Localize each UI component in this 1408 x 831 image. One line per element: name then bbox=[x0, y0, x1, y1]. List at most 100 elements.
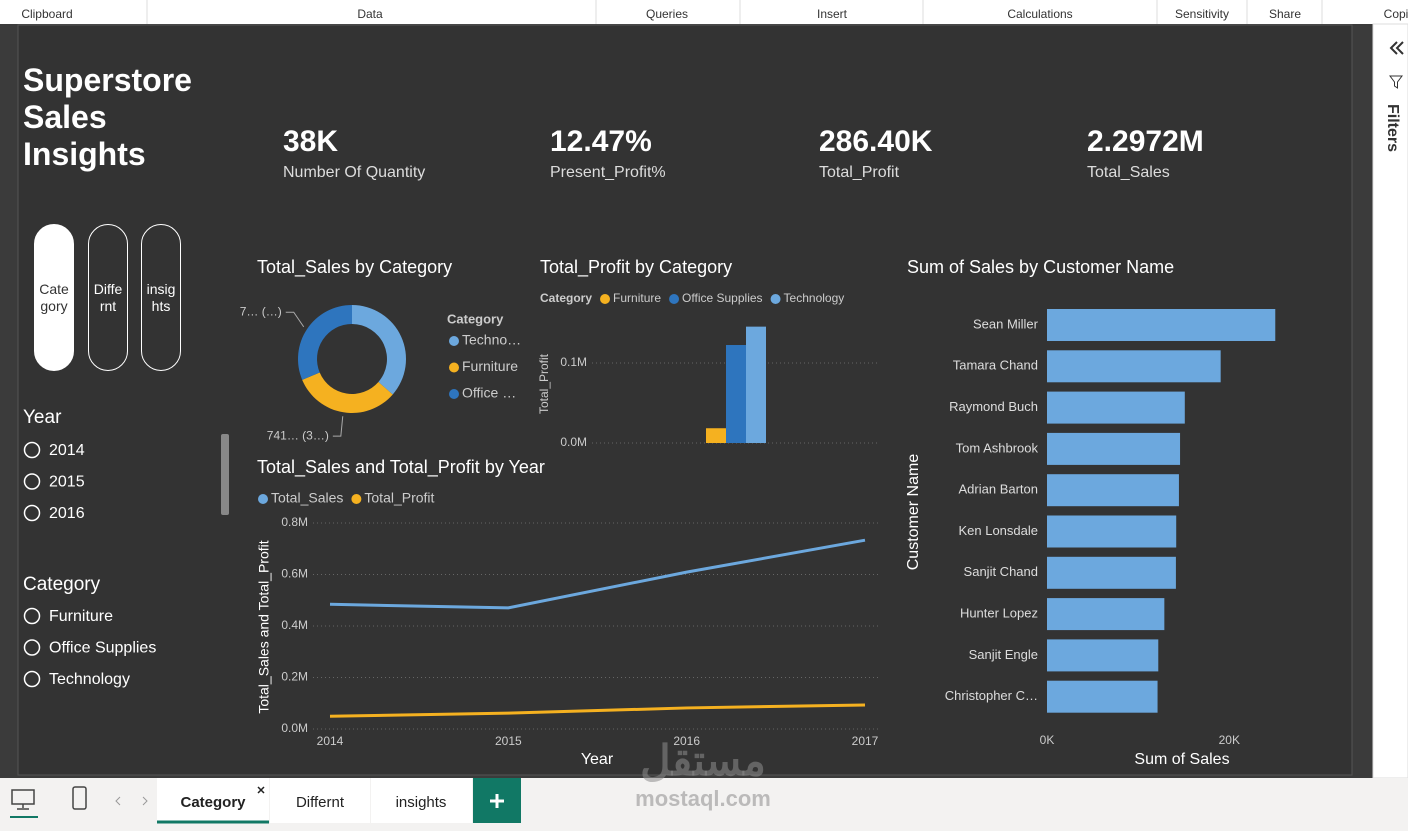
tab[interactable] bbox=[371, 778, 472, 823]
y-axis-title: Customer Name bbox=[905, 454, 922, 571]
slicer-radio[interactable] bbox=[23, 670, 41, 688]
ribbon-item[interactable]: Queries bbox=[646, 7, 688, 21]
bar[interactable] bbox=[1047, 515, 1177, 548]
donut-slice bbox=[298, 305, 352, 380]
slicer-radio[interactable] bbox=[23, 441, 41, 459]
page-tab-label[interactable]: Category bbox=[180, 794, 246, 811]
legend-label[interactable]: Total_Sales bbox=[271, 490, 343, 506]
slicer-item[interactable]: 2014 bbox=[49, 442, 85, 459]
phone-icon[interactable] bbox=[72, 786, 87, 810]
legend-label[interactable]: Techno… bbox=[462, 332, 521, 348]
chart-title: Total_Sales by Category bbox=[257, 257, 452, 278]
slicer-radio[interactable] bbox=[23, 504, 41, 522]
collapse-icon[interactable] bbox=[1389, 41, 1404, 55]
bar[interactable] bbox=[1047, 391, 1185, 424]
y-axis-title: Total_Sales and Total_Profit bbox=[256, 540, 272, 713]
donut-slice bbox=[302, 372, 393, 413]
leader-line bbox=[285, 311, 305, 328]
filters-label[interactable]: Filters bbox=[1384, 104, 1401, 152]
slicer-radio[interactable] bbox=[23, 607, 41, 625]
nav-button[interactable]: Differnt bbox=[88, 224, 128, 371]
slicer-item[interactable]: Office Supplies bbox=[49, 640, 156, 657]
tab[interactable] bbox=[270, 778, 370, 823]
data-label: 7… (…) bbox=[240, 304, 282, 318]
bar[interactable] bbox=[1047, 432, 1181, 465]
bar[interactable] bbox=[1047, 639, 1159, 672]
legend-label[interactable]: Furniture bbox=[462, 358, 518, 374]
legend-label[interactable]: Total_Profit bbox=[364, 490, 434, 506]
y-tick-label: 0.0M bbox=[560, 435, 587, 449]
bar[interactable] bbox=[1047, 350, 1221, 383]
nav-button[interactable]: Category bbox=[34, 224, 74, 371]
legend-label[interactable]: Office Supplies bbox=[682, 291, 763, 305]
slicer-item[interactable]: Furniture bbox=[49, 608, 113, 625]
y-tick-label: Ken Lonsdale bbox=[958, 523, 1038, 538]
chart-title: Sum of Sales by Customer Name bbox=[907, 257, 1174, 277]
slicer-radio[interactable] bbox=[23, 473, 41, 490]
x-tick-label: 2017 bbox=[852, 734, 879, 748]
legend-label[interactable]: Furniture bbox=[613, 291, 661, 305]
kpi-label: Total_Sales bbox=[1087, 164, 1170, 181]
donut-slice bbox=[352, 305, 406, 395]
line-series bbox=[329, 538, 866, 610]
nav-button[interactable]: insights bbox=[141, 224, 181, 371]
slicer-radio[interactable] bbox=[23, 639, 41, 656]
desktop-icon-stand bbox=[17, 804, 29, 810]
slicer-title: Category bbox=[23, 574, 101, 595]
y-axis-title: Total_Profit bbox=[537, 353, 551, 414]
ribbon-item[interactable]: Sensitivity bbox=[1175, 7, 1229, 21]
y-tick-label: Raymond Buch bbox=[949, 399, 1038, 414]
ribbon-item[interactable]: Share bbox=[1269, 7, 1301, 21]
y-tick-label: Christopher C… bbox=[945, 688, 1038, 703]
slicer-item[interactable]: 2016 bbox=[49, 505, 85, 522]
bar[interactable] bbox=[1047, 474, 1179, 507]
bar[interactable] bbox=[1047, 309, 1276, 341]
line-series bbox=[329, 703, 866, 718]
y-tick-label: Sanjit Chand bbox=[964, 564, 1038, 579]
bar[interactable] bbox=[1047, 556, 1176, 589]
y-tick-label: 0.8M bbox=[281, 515, 308, 529]
nav-arrows[interactable] bbox=[115, 796, 148, 806]
ribbon-item[interactable]: Calculations bbox=[1007, 7, 1072, 21]
plus-icon bbox=[490, 794, 504, 808]
legend-title: Category bbox=[540, 291, 592, 305]
bar[interactable] bbox=[1047, 680, 1158, 713]
y-tick-label: Adrian Barton bbox=[959, 482, 1039, 497]
slicer-item[interactable]: Technology bbox=[49, 671, 130, 688]
y-tick-label: 0.0M bbox=[281, 721, 308, 735]
legend-marker bbox=[669, 294, 680, 304]
legend-label[interactable]: Office … bbox=[462, 385, 516, 401]
legend-marker bbox=[770, 294, 781, 304]
kpi-value: 12.47% bbox=[550, 125, 652, 158]
legend-marker bbox=[449, 362, 459, 373]
x-tick-label: 20K bbox=[1219, 733, 1240, 747]
chart-title: Total_Profit by Category bbox=[540, 257, 732, 278]
scrollbar[interactable] bbox=[221, 434, 229, 515]
page-tab-label[interactable]: Differnt bbox=[296, 794, 345, 811]
y-tick-label: Tom Ashbrook bbox=[956, 440, 1039, 455]
ribbon-item[interactable]: Insert bbox=[817, 7, 848, 21]
legend-label[interactable]: Technology bbox=[784, 291, 845, 305]
y-tick-label: Hunter Lopez bbox=[960, 606, 1038, 621]
close-tab-icon[interactable] bbox=[257, 786, 265, 794]
bar bbox=[706, 428, 726, 443]
bar[interactable] bbox=[1047, 598, 1165, 631]
page-tab-label[interactable]: insights bbox=[396, 794, 447, 811]
ribbon-item[interactable]: Data bbox=[357, 7, 383, 21]
x-axis-title: Sum of Sales bbox=[1134, 751, 1229, 768]
y-tick-label: 0.2M bbox=[281, 670, 308, 684]
y-tick-label: 0.1M bbox=[560, 355, 587, 369]
ribbon-item[interactable]: Clipboard bbox=[21, 7, 72, 21]
y-tick-label: Tamara Chand bbox=[953, 358, 1038, 373]
ribbon-item[interactable]: Copi bbox=[1384, 7, 1408, 21]
kpi-value: 286.40K bbox=[819, 125, 933, 158]
kpi-value: 2.2972M bbox=[1087, 125, 1204, 158]
x-tick-label: 2014 bbox=[317, 734, 344, 748]
legend-marker bbox=[600, 294, 611, 304]
legend-marker bbox=[258, 494, 268, 504]
active-tab[interactable] bbox=[157, 778, 269, 823]
bar bbox=[746, 326, 766, 443]
slicer-item[interactable]: 2015 bbox=[49, 474, 85, 491]
